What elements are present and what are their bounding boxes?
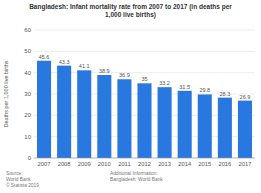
- bar: [218, 98, 232, 158]
- text-line: Source:: [6, 171, 23, 176]
- chart: Bangladesh: Infant mortality rate from 2…: [0, 0, 261, 193]
- text-line: Bangladesh; World Bank: [110, 177, 163, 182]
- data-label: 38.9: [99, 68, 110, 74]
- x-tick-label: 2012: [138, 161, 151, 167]
- background: [0, 0, 261, 193]
- data-label: 45.6: [39, 54, 50, 60]
- x-tick-label: 2013: [158, 161, 171, 167]
- data-label: 28.3: [220, 91, 231, 97]
- y-tick-label: 20: [24, 112, 31, 118]
- bar: [37, 61, 51, 158]
- x-tick-label: 2015: [198, 161, 211, 167]
- title: Bangladesh: Infant mortality rate from 2…: [29, 3, 232, 19]
- y-tick-label: 60: [24, 27, 31, 33]
- y-tick-label: 0: [28, 155, 32, 161]
- data-label: 36.9: [119, 72, 130, 78]
- data-label: 29.8: [199, 87, 210, 93]
- x-tick-label: 2010: [98, 161, 111, 167]
- text-line: Additional Information:: [110, 171, 158, 176]
- bar: [137, 83, 151, 158]
- bar: [57, 66, 71, 158]
- bars: [37, 61, 252, 158]
- bar: [97, 75, 111, 158]
- bar: [238, 101, 252, 158]
- text-line: Bangladesh: Infant mortality rate from 2…: [29, 3, 232, 11]
- data-label: 26.9: [240, 94, 251, 100]
- x-tick-label: 2014: [178, 161, 192, 167]
- bar: [198, 94, 212, 158]
- bar: [117, 79, 131, 158]
- y-tick-label: 30: [24, 91, 31, 97]
- data-label: 35: [141, 76, 147, 82]
- grid: [34, 30, 255, 158]
- text-line: World Bank: [6, 177, 31, 182]
- data-label: 31.5: [179, 84, 190, 90]
- annotation: Source:World Bank© Statista 2019: [6, 171, 39, 188]
- x-tick-label: 2016: [218, 161, 231, 167]
- bar: [178, 91, 192, 158]
- y-axis-label: Deaths per 1,000 live births: [3, 60, 9, 127]
- text-line: 1,000 live births): [105, 11, 156, 19]
- grid-line: [34, 51, 255, 52]
- grid-line: [34, 30, 255, 31]
- bar: [158, 87, 172, 158]
- bar: [77, 70, 91, 158]
- y-tick-label: 50: [24, 48, 31, 54]
- x-axis-line: [34, 158, 255, 159]
- text-line: © Statista 2019: [6, 182, 39, 188]
- y-tick-label: 40: [24, 70, 31, 76]
- y-tick-label: 10: [24, 134, 31, 140]
- x-tick-label: 2009: [78, 161, 91, 167]
- x-tick-label: 2011: [118, 161, 130, 167]
- x-tick-label: 2017: [239, 161, 252, 167]
- annotation: Additional Information:Bangladesh; World…: [110, 171, 163, 182]
- data-label: 41.1: [79, 63, 90, 69]
- x-tick-label: 2007: [38, 161, 51, 167]
- data-label: 33.2: [159, 80, 170, 86]
- data-label: 43.3: [59, 59, 70, 65]
- x-tick-label: 2008: [58, 161, 71, 167]
